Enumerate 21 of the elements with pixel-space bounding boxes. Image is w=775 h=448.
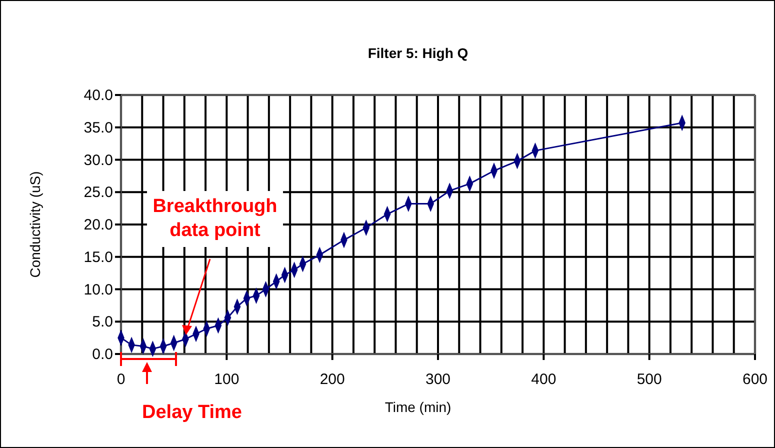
x-tick-label: 400 [531, 371, 556, 388]
x-tick-label: 100 [214, 371, 240, 388]
x-tick-label: 300 [425, 371, 451, 388]
x-tick-label: 600 [742, 371, 768, 388]
chart-title: Filter 5: High Q [368, 45, 468, 61]
y-tick-label: 40.0 [84, 87, 113, 104]
text: Delay Time [142, 402, 242, 423]
y-tick-label: 15.0 [84, 248, 113, 266]
y-tick-label: 20.0 [84, 216, 113, 234]
y-tick-label: 10.0 [84, 281, 113, 298]
y-tick-label: 30.0 [84, 152, 113, 169]
annotation: Breakthrough data point [152, 196, 278, 241]
y-tick-label: 35.0 [84, 119, 113, 136]
x-axis-title: Time (min) [384, 399, 452, 415]
y-tick-label: 25.0 [84, 184, 113, 202]
x-tick-label: 200 [320, 371, 345, 388]
x-tick-label: 0 [116, 371, 126, 388]
y-tick-label: 5.0 [92, 314, 113, 331]
y-tick-label: 0.0 [92, 346, 113, 363]
y-axis-title: Conductivity (uS) [27, 171, 43, 278]
x-tick-label: 500 [636, 371, 662, 388]
